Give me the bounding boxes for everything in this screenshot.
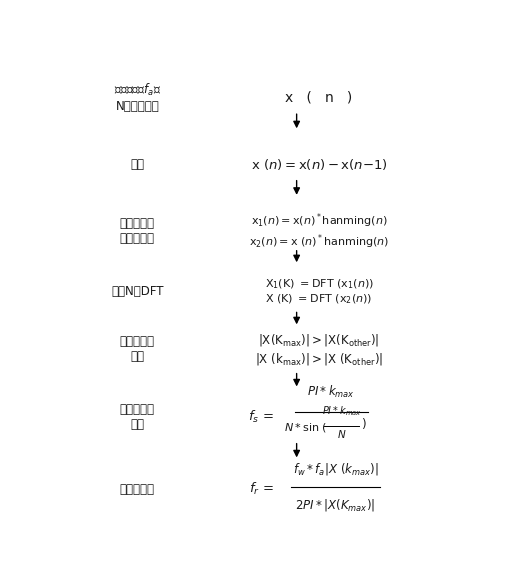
Text: $PI * k_{max}$: $PI * k_{max}$ — [307, 384, 355, 400]
Text: $f_s\,=$: $f_s\,=$ — [248, 409, 274, 425]
Text: $N$: $N$ — [337, 429, 346, 441]
Text: x   (   n   ): x ( n ) — [286, 91, 353, 105]
Text: $\mathrm{x\ (}n\mathrm{)=x(}n\mathrm{)-x(}n\mathrm{-1)}$: $\mathrm{x\ (}n\mathrm{)=x(}n\mathrm{)-x… — [251, 157, 387, 172]
Text: $f_w * f_a|X\ (k_{max})|$: $f_w * f_a|X\ (k_{max})|$ — [292, 461, 378, 477]
Text: 比较求最大
分量: 比较求最大 分量 — [120, 335, 155, 363]
Text: 采样频率为$f_a$共
N点采样数据: 采样频率为$f_a$共 N点采样数据 — [114, 82, 161, 113]
Text: 求其N点DFT: 求其N点DFT — [111, 285, 163, 298]
Text: 微分: 微分 — [130, 158, 144, 171]
Text: $\mathrm{X_1(K)\ =DFT\ (x_1(}n\mathrm{))}$
$\mathrm{X\ (K)\ =DFT\ (x_2(}n\mathrm: $\mathrm{X_1(K)\ =DFT\ (x_1(}n\mathrm{))… — [265, 277, 374, 306]
Text: $N * \sin\,($: $N * \sin\,($ — [284, 421, 327, 434]
Text: 加汉明窗波
小频率泡露: 加汉明窗波 小频率泡露 — [120, 217, 155, 245]
Text: $PI * k_{max}$: $PI * k_{max}$ — [321, 404, 362, 418]
Text: 求微分采样
因子: 求微分采样 因子 — [120, 403, 155, 431]
Text: 得采样频率: 得采样频率 — [120, 483, 155, 495]
Text: $f_r\,=$: $f_r\,=$ — [249, 481, 274, 497]
Text: $\mathrm{|X(K_{max})|>|X(K_{other})|}$
$\mathrm{|X\ (k_{max})|>|X\ (K_{other})|}: $\mathrm{|X(K_{max})|>|X(K_{other})|}$ $… — [255, 332, 383, 366]
Text: $2PI * |X(K_{max})|$: $2PI * |X(K_{max})|$ — [295, 497, 376, 513]
Text: $)$: $)$ — [361, 416, 367, 431]
Text: $\mathrm{x_1(}n\mathrm{)=x(}n\mathrm{)^*hanming(}n\mathrm{)}$
$\mathrm{x_2(}n\ma: $\mathrm{x_1(}n\mathrm{)=x(}n\mathrm{)^*… — [249, 211, 389, 251]
